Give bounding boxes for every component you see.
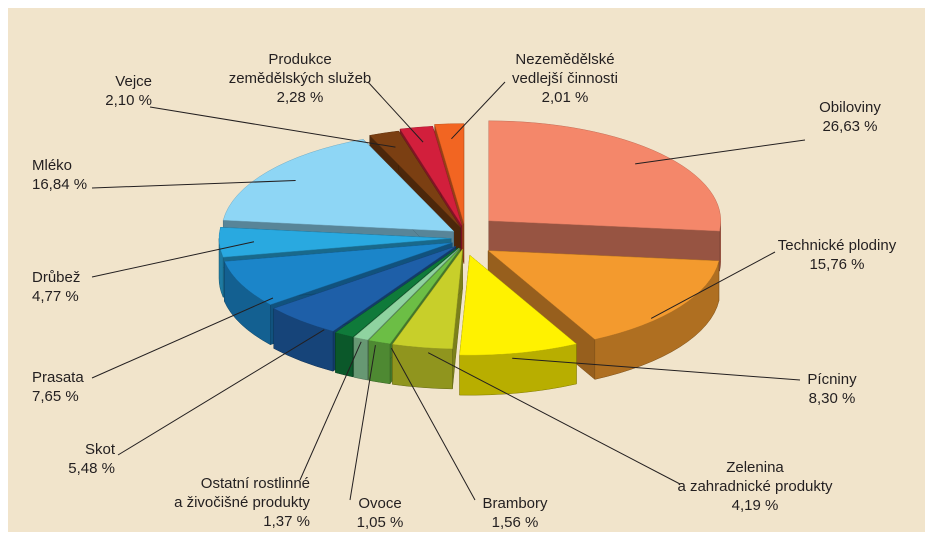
value-label: 5,48 % [68, 460, 115, 477]
category-label: Mléko [32, 157, 73, 174]
slice-label: Brambory 1,56 % [470, 494, 560, 532]
leader-line [635, 139, 806, 165]
slice-label: Ovoce 1,05 % [345, 494, 415, 532]
value-label: 4,19 % [731, 497, 779, 514]
leader-line [91, 241, 255, 278]
slice [392, 248, 463, 350]
value-label: 4,77 % [32, 288, 79, 305]
value-label: 7,65 % [32, 388, 79, 405]
slice-label: Pícniny 8,30 % [792, 370, 872, 408]
leader-line [512, 357, 801, 381]
value-label: 2,01 % [541, 89, 589, 106]
slice-label: Ostatní rostlinné a živočišné produkty 1,… [140, 474, 310, 531]
leader-line [650, 251, 776, 319]
value-label: 1,37 % [263, 513, 310, 530]
value-label: 26,63 % [822, 118, 878, 135]
category-label: Prasata [32, 369, 84, 386]
value-label: 2,28 % [276, 89, 324, 106]
background [8, 8, 925, 532]
slice [399, 125, 463, 226]
slice [218, 227, 452, 258]
leader-line [117, 329, 325, 456]
slice [368, 248, 461, 345]
slice-label: Technické plodiny 15,76 % [762, 236, 912, 274]
slice [353, 247, 460, 341]
category-label: Nezemědělské vedlejší činnosti [512, 51, 618, 87]
category-label: Vejce [115, 73, 152, 90]
category-label: Ovoce [358, 495, 402, 512]
value-label: 2,10 % [105, 92, 152, 109]
leader-line [149, 106, 396, 148]
category-label: Zelenina a zahradnické produkty [677, 459, 833, 495]
category-label: Skot [84, 441, 115, 458]
category-label: Pícniny [807, 371, 857, 388]
value-label: 1,05 % [356, 514, 404, 531]
slice [488, 120, 722, 232]
slice-label: Nezemědělské vedlejší činnosti 2,01 % [490, 50, 640, 107]
slice [334, 247, 459, 338]
leader-line [367, 81, 424, 143]
leader-line [91, 297, 274, 379]
leader-line [349, 345, 376, 501]
slice-label: Skot 5,48 % [40, 440, 115, 478]
slice-side [335, 332, 354, 378]
value-label: 15,76 % [809, 256, 865, 273]
slice-label: Produkce zemědělských služeb 2,28 % [220, 50, 380, 107]
category-label: Ostatní rostlinné a živočišné produkty [174, 475, 310, 511]
category-label: Drůbež [32, 269, 81, 286]
leader-line [451, 81, 506, 140]
slice-side [368, 340, 391, 385]
value-label: 1,56 % [491, 514, 539, 531]
slice [273, 246, 456, 332]
slice [459, 254, 577, 356]
value-label: 16,84 % [32, 176, 88, 193]
slice-label: Drůbež 4,77 % [32, 268, 122, 306]
slice-label: Vejce 2,10 % [60, 72, 152, 110]
category-label: Obiloviny [819, 99, 881, 116]
leader-line [299, 341, 362, 481]
slice [369, 130, 461, 228]
slice [222, 138, 455, 232]
category-label: Brambory [482, 495, 548, 512]
slice-label: Obiloviny 26,63 % [790, 98, 910, 136]
category-label: Produkce zemědělských služeb [228, 51, 372, 87]
slice [224, 242, 453, 305]
leader-line [91, 180, 296, 189]
slice-label: Zelenina a zahradnické produkty 4,19 % [660, 458, 850, 515]
leader-line [390, 347, 476, 501]
leader-line [427, 352, 681, 485]
value-label: 8,30 % [808, 390, 856, 407]
slice [487, 250, 720, 340]
category-label: Technické plodiny [777, 237, 897, 254]
slice [434, 123, 465, 224]
slice-label: Mléko 16,84 % [32, 156, 122, 194]
slice-label: Prasata 7,65 % [32, 368, 122, 406]
